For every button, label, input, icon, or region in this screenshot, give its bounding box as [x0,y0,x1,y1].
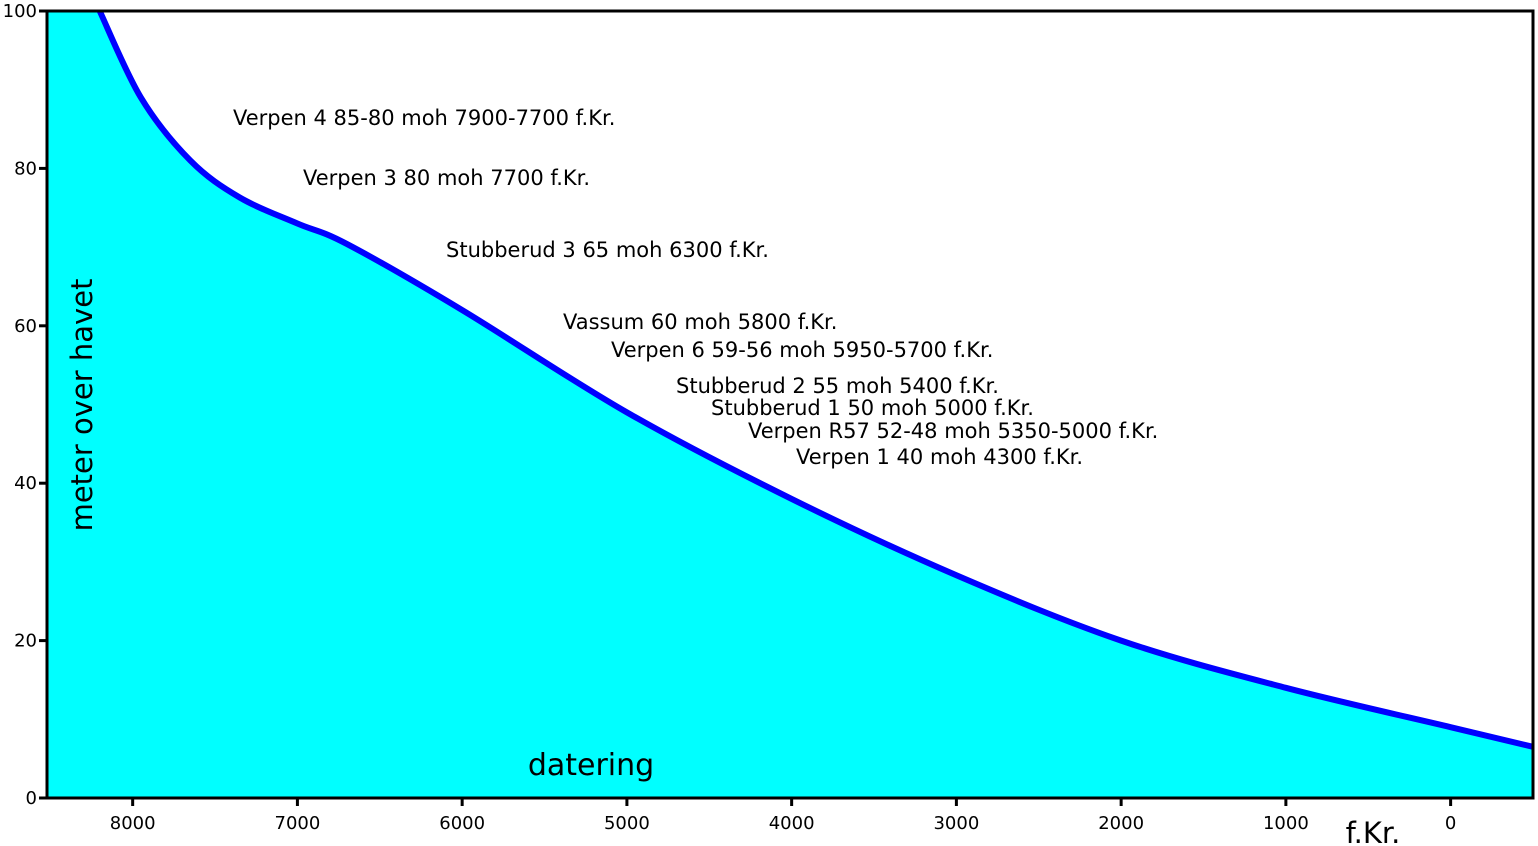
site-annotation: Vassum 60 moh 5800 f.Kr. [563,310,837,334]
site-annotation: Verpen 4 85-80 moh 7900-7700 f.Kr. [233,106,615,130]
area-fill [47,11,1533,798]
x-axis-label: datering [528,748,654,783]
x-tick-label: 4000 [769,813,815,834]
x-tick-label: 1000 [1263,813,1309,834]
site-annotation: Verpen 6 59-56 moh 5950-5700 f.Kr. [611,338,993,362]
x-tick-label: 3000 [933,813,979,834]
y-tick-label: 40 [14,473,37,494]
x-tick-label: 5000 [604,813,650,834]
y-tick-label: 100 [3,1,37,22]
x-unit-label: f.Kr. [1346,816,1401,846]
x-tick-label: 7000 [275,813,321,834]
y-tick-label: 60 [14,316,37,337]
y-tick-label: 0 [26,788,37,809]
x-tick-label: 2000 [1098,813,1144,834]
plot-frame [45,9,1535,800]
site-annotation: Verpen 3 80 moh 7700 f.Kr. [303,166,590,190]
y-axis-label: meter over havet [65,279,99,532]
site-annotation: Verpen 1 40 moh 4300 f.Kr. [796,445,1083,469]
sea-level-curve [97,9,1534,750]
x-tick-label: 8000 [110,813,156,834]
annotations: Verpen 4 85-80 moh 7900-7700 f.Kr. Verpen… [233,106,1158,469]
x-tick-label: 0 [1445,813,1456,834]
y-axis: 0 20 40 60 80 100 [3,1,47,809]
site-annotation: Stubberud 3 65 moh 6300 f.Kr. [446,238,769,262]
x-axis: 8000 7000 6000 5000 4000 3000 2000 1000 0 [110,798,1456,834]
site-annotation: Verpen R57 52-48 moh 5350-5000 f.Kr. [748,419,1158,443]
y-tick-label: 80 [14,158,37,179]
y-tick-label: 20 [14,631,37,652]
site-annotation: Stubberud 2 55 moh 5400 f.Kr. [676,374,999,398]
site-annotation: Stubberud 1 50 moh 5000 f.Kr. [711,396,1034,420]
x-tick-label: 6000 [439,813,485,834]
